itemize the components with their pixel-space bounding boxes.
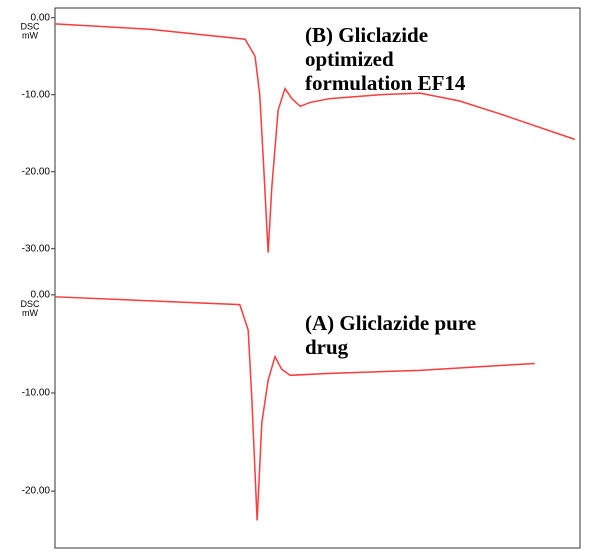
y-axis-label: mW	[22, 308, 38, 318]
y-axis-label: DSC	[20, 22, 40, 32]
y-axis-label: mW	[22, 31, 38, 41]
annotation: optimized	[305, 47, 394, 71]
y-axis-label: DSC	[20, 299, 40, 309]
y-tick-label: -20.00	[22, 166, 51, 177]
y-tick-label: -20.00	[22, 486, 51, 497]
y-tick-label: 0.00	[31, 12, 51, 23]
y-tick-label: 0.00	[31, 289, 51, 300]
annotation: formulation EF14	[305, 71, 466, 95]
annotation: (A) Gliclazide pure	[305, 311, 476, 335]
annotation: drug	[305, 335, 349, 359]
y-tick-label: -10.00	[22, 89, 51, 100]
y-tick-label: -10.00	[22, 388, 51, 399]
dsc-curve	[54, 23, 575, 253]
dsc-curve	[54, 296, 535, 521]
plot-frame	[54, 7, 581, 549]
y-tick-label: -30.00	[22, 243, 51, 254]
annotation: (B) Gliclazide	[305, 23, 428, 47]
